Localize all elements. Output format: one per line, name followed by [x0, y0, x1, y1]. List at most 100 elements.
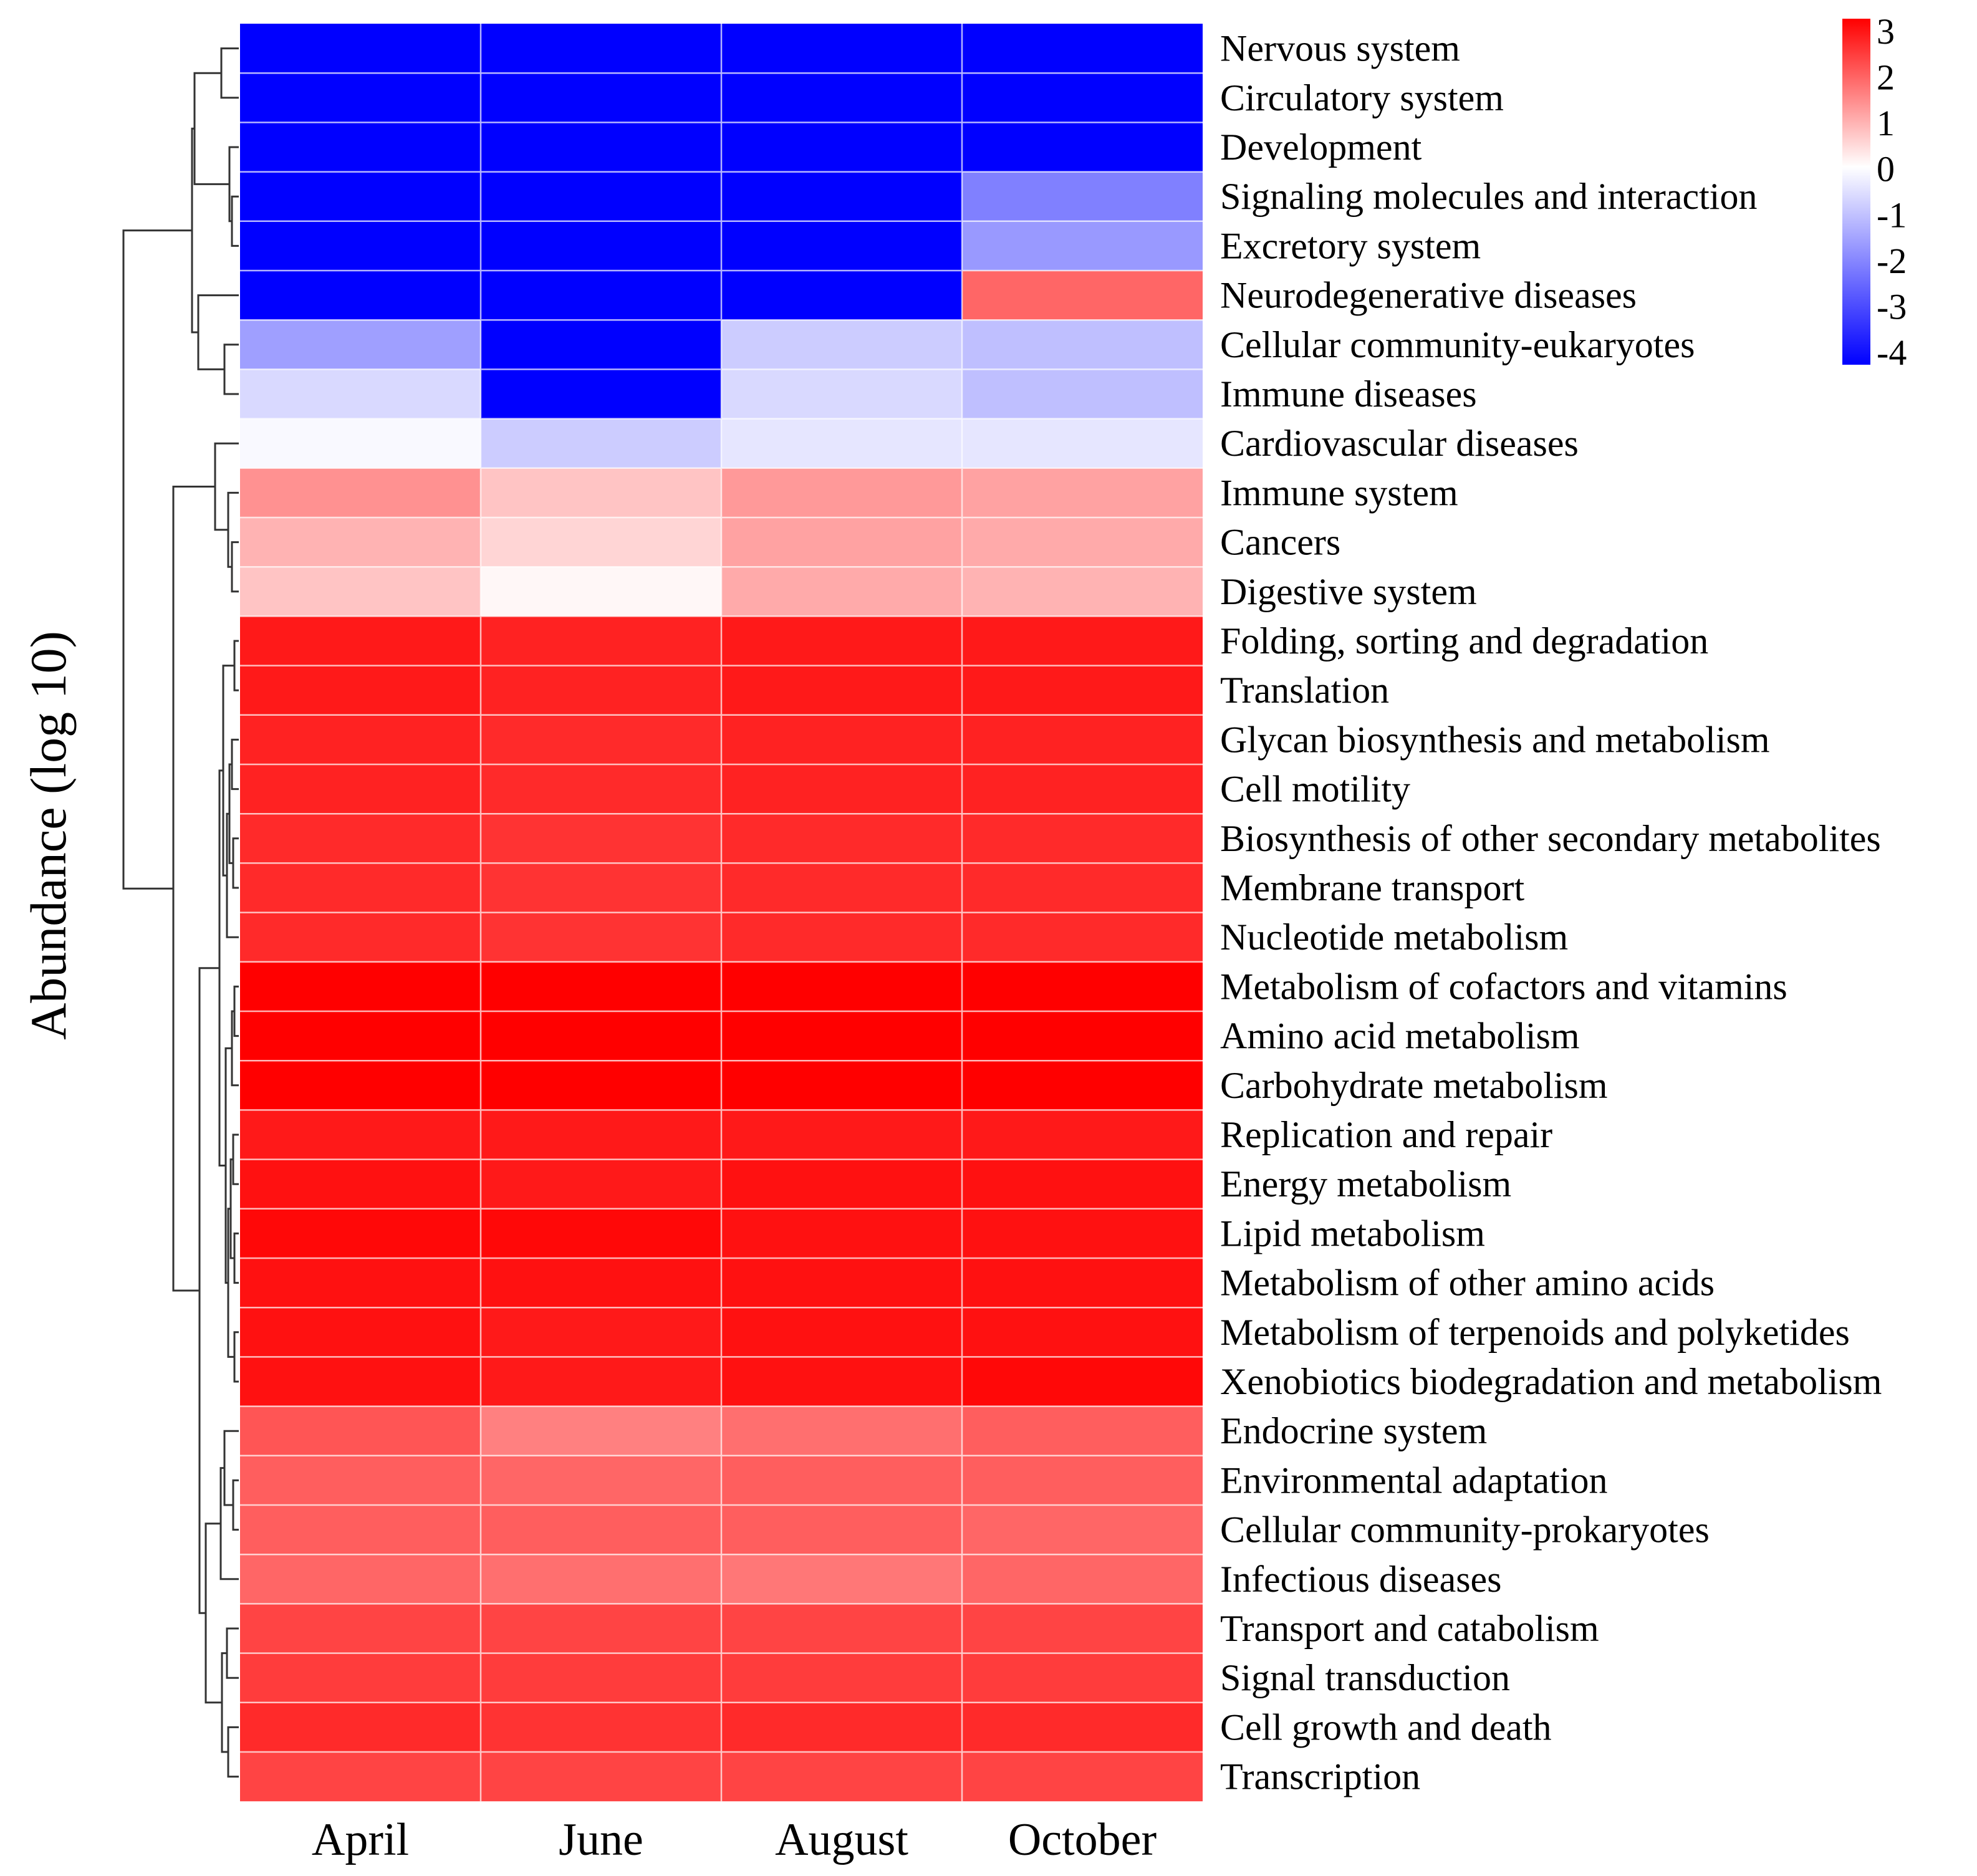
cell-transcription-april	[240, 1752, 481, 1802]
column-labels: April June August October	[312, 1814, 1157, 1865]
cell-metabolism-of-terpenoids-and-polyketides-april	[240, 1307, 481, 1357]
row-label-replication-and-repair: Replication and repair	[1220, 1114, 1552, 1155]
heatmap-cells	[240, 24, 1203, 1802]
cell-cellular-community-eukaryotes-april	[240, 320, 481, 370]
dendrogram-branch	[220, 47, 239, 99]
row-label-folding-sorting-and-degradation: Folding, sorting and degradation	[1220, 620, 1708, 661]
cell-lipid-metabolism-april	[240, 1208, 481, 1258]
cell-excretory-system-august	[721, 221, 962, 271]
dendrogram-branch	[233, 1232, 239, 1284]
cell-circulatory-system-june	[481, 73, 721, 123]
dendrogram-branch	[233, 985, 239, 1037]
cell-replication-and-repair-april	[240, 1110, 481, 1160]
cell-xenobiotics-biodegradation-and-metabolism-june	[481, 1357, 721, 1407]
cell-glycan-biosynthesis-and-metabolism-april	[240, 714, 481, 764]
cell-replication-and-repair-october	[962, 1110, 1203, 1160]
row-label-cellular-community-eukaryotes: Cellular community-eukaryotes	[1220, 324, 1695, 365]
cell-cell-growth-and-death-october	[962, 1702, 1203, 1752]
cell-energy-metabolism-april	[240, 1159, 481, 1209]
cell-cardiovascular-diseases-june	[481, 418, 721, 468]
row-label-cell-growth-and-death: Cell growth and death	[1220, 1706, 1552, 1748]
cell-amino-acid-metabolism-october	[962, 1011, 1203, 1061]
cell-nervous-system-october	[962, 24, 1203, 74]
row-label-energy-metabolism: Energy metabolism	[1220, 1163, 1511, 1205]
row-label-carbohydrate-metabolism: Carbohydrate metabolism	[1220, 1065, 1608, 1106]
dendrogram-branch	[233, 1331, 239, 1383]
cell-biosynthesis-of-other-secondary-metabolites-october	[962, 814, 1203, 863]
cell-transport-and-catabolism-october	[962, 1604, 1203, 1653]
cell-environmental-adaptation-october	[962, 1455, 1203, 1505]
color-scale-tick-label: 2	[1877, 57, 1895, 98]
cell-translation-october	[962, 665, 1203, 715]
color-scale-tick-label: 0	[1877, 149, 1895, 190]
cell-immune-system-june	[481, 468, 721, 517]
cell-immune-diseases-june	[481, 369, 721, 419]
cell-energy-metabolism-june	[481, 1159, 721, 1209]
cell-infectious-diseases-august	[721, 1554, 962, 1604]
dendrogram-branch	[197, 294, 239, 370]
cell-infectious-diseases-april	[240, 1554, 481, 1604]
cell-replication-and-repair-june	[481, 1110, 721, 1160]
column-label-october: October	[1008, 1814, 1157, 1865]
cell-cardiovascular-diseases-october	[962, 418, 1203, 468]
dendrogram-branch	[223, 344, 239, 395]
row-label-immune-diseases: Immune diseases	[1220, 373, 1477, 415]
cell-signal-transduction-april	[240, 1653, 481, 1703]
cell-lipid-metabolism-october	[962, 1208, 1203, 1258]
cell-neurodegenerative-diseases-june	[481, 271, 721, 320]
cell-nucleotide-metabolism-june	[481, 912, 721, 962]
color-scale-bar	[1842, 19, 1870, 365]
cell-metabolism-of-terpenoids-and-polyketides-august	[721, 1307, 962, 1357]
cell-signaling-molecules-and-interaction-june	[481, 171, 721, 221]
cell-biosynthesis-of-other-secondary-metabolites-august	[721, 814, 962, 863]
row-label-glycan-biosynthesis-and-metabolism: Glycan biosynthesis and metabolism	[1220, 719, 1770, 760]
cell-cell-growth-and-death-august	[721, 1702, 962, 1752]
color-scale-tick-label: -4	[1877, 332, 1907, 373]
cell-endocrine-system-june	[481, 1406, 721, 1456]
dendrogram-branch	[226, 1627, 239, 1679]
cell-metabolism-of-terpenoids-and-polyketides-october	[962, 1307, 1203, 1357]
cell-xenobiotics-biodegradation-and-metabolism-april	[240, 1357, 481, 1407]
cell-cancers-august	[721, 517, 962, 567]
dendrogram-branch	[122, 229, 192, 890]
dendrogram-branch	[231, 541, 239, 593]
cell-carbohydrate-metabolism-august	[721, 1061, 962, 1110]
dendrogram-branch	[227, 1726, 239, 1778]
cell-endocrine-system-october	[962, 1406, 1203, 1456]
cell-cancers-april	[240, 517, 481, 567]
cell-carbohydrate-metabolism-october	[962, 1061, 1203, 1110]
cell-metabolism-of-cofactors-and-vitamins-april	[240, 961, 481, 1011]
cell-circulatory-system-august	[721, 73, 962, 123]
cell-environmental-adaptation-august	[721, 1455, 962, 1505]
column-label-april: April	[312, 1814, 409, 1865]
cell-glycan-biosynthesis-and-metabolism-august	[721, 714, 962, 764]
row-label-cardiovascular-diseases: Cardiovascular diseases	[1220, 423, 1579, 464]
cell-metabolism-of-cofactors-and-vitamins-august	[721, 961, 962, 1011]
cell-neurodegenerative-diseases-august	[721, 271, 962, 320]
cell-nervous-system-april	[240, 24, 481, 74]
cell-membrane-transport-october	[962, 863, 1203, 913]
cell-xenobiotics-biodegradation-and-metabolism-august	[721, 1357, 962, 1407]
cell-amino-acid-metabolism-august	[721, 1011, 962, 1061]
cell-nucleotide-metabolism-august	[721, 912, 962, 962]
row-label-cancers: Cancers	[1220, 522, 1340, 563]
cell-cellular-community-prokaryotes-august	[721, 1505, 962, 1555]
row-label-xenobiotics-biodegradation-and-metabolism: Xenobiotics biodegradation and metabolis…	[1220, 1361, 1882, 1402]
cell-endocrine-system-april	[240, 1406, 481, 1456]
row-label-amino-acid-metabolism: Amino acid metabolism	[1220, 1016, 1580, 1057]
cell-development-june	[481, 122, 721, 172]
cell-cellular-community-eukaryotes-august	[721, 320, 962, 370]
cell-amino-acid-metabolism-april	[240, 1011, 481, 1061]
cell-folding-sorting-and-degradation-june	[481, 616, 721, 666]
cell-signal-transduction-october	[962, 1653, 1203, 1703]
cell-transcription-august	[721, 1752, 962, 1802]
cell-digestive-system-april	[240, 567, 481, 617]
dendrogram-branch	[204, 1522, 222, 1704]
cell-cellular-community-prokaryotes-october	[962, 1505, 1203, 1555]
cell-immune-diseases-august	[721, 369, 962, 419]
color-scale-tick-label: -2	[1877, 241, 1907, 281]
color-scale-tick-label: 1	[1877, 103, 1895, 143]
cell-transport-and-catabolism-april	[240, 1604, 481, 1653]
cell-lipid-metabolism-june	[481, 1208, 721, 1258]
row-label-signaling-molecules-and-interaction: Signaling molecules and interaction	[1220, 176, 1757, 217]
